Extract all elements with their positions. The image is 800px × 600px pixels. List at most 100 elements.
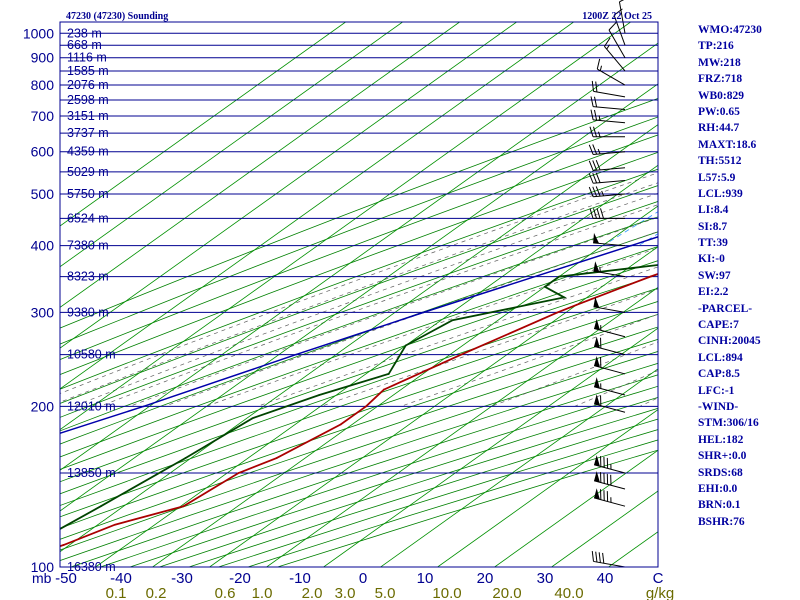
wind-barb-staff [593,167,626,171]
index-entry: SI:8.7 [698,220,728,233]
wind-barb-feather [588,160,594,171]
dry-adiabat [60,231,658,445]
dry-adiabat [60,301,658,506]
height-label: 3151 m [67,109,109,123]
wind-barb-half-feather [598,131,601,137]
wind-barb [590,109,626,124]
index-entry: L57:5.9 [698,171,736,184]
wind-barb [588,159,626,171]
mixing-ratio-label: 0.6 [215,585,236,600]
wind-barb [591,551,626,568]
index-entry: MAXT:18.6 [698,138,757,151]
index-entry: WMO:47230 [698,24,762,36]
height-label: 668 m [67,38,102,52]
wind-barb-feather [608,22,617,31]
index-entry: -PARCEL- [698,302,753,315]
wind-barb [593,356,626,375]
height-label: 2598 m [67,93,109,107]
dry-adiabat [100,385,658,567]
temp-tick-label: 0 [359,570,367,587]
dry-adiabat [60,97,658,329]
wind-barb [589,126,625,138]
wind-barb-feather [595,551,598,563]
height-label: 1116 m [67,51,107,65]
wind-barb [608,22,626,58]
pressure-tick-label: 600 [31,144,55,160]
wind-barb-staff [613,14,626,46]
mixing-ratio-label: 2.0 [302,585,323,600]
wind-barb-feather [590,96,594,107]
moist-adiabat [99,204,658,407]
pressure-tick-label: 400 [31,238,55,254]
pressure-unit-label: mb [32,570,52,586]
station-title: 47230 (47230) Sounding [66,11,168,22]
wind-barb [593,488,626,507]
index-entry: PW:0.65 [698,105,740,118]
dewpoint-trace-point [100,505,102,508]
height-label: 5029 m [67,165,109,179]
wind-barb [593,471,626,490]
isotherm-line [494,449,658,567]
wind-barb [591,80,626,98]
wind-barb-half-feather [598,115,601,121]
wind-barb [588,186,626,198]
wind-barb-staff [593,193,626,198]
wind-barb-staff [618,1,626,34]
index-entry: EI:2.2 [698,286,729,299]
index-entry: CINH:20045 [698,335,761,348]
temp-tick-label: C [653,570,664,587]
dry-adiabat [60,116,658,345]
height-label: 9380 m [67,305,109,319]
dry-adiabat [60,216,658,432]
wind-barb-feather [593,126,597,137]
wind-barb [593,318,626,338]
dry-adiabat [60,168,658,390]
mixing-ratio-label: 0.2 [146,585,167,600]
index-entry: RH:44.7 [698,122,740,135]
wind-barb-staff [593,151,626,155]
isotherm-line [60,22,574,390]
index-entry: TH:5512 [698,155,742,168]
wind-barb-feather [595,81,598,93]
wind-barb [593,455,626,474]
temperature-trace-point [365,405,368,408]
wind-barb-feather [592,173,598,184]
wind-barb [593,394,626,413]
index-entry: WB0:829 [698,89,744,102]
height-label: 2076 m [67,78,109,92]
wind-barb-staff [604,46,626,72]
wind-barb-feather [588,144,594,155]
dry-adiabat [60,287,658,495]
mixing-ratio-label: 1.0 [252,585,273,600]
dewpoint-trace-point [387,373,390,375]
moist-adiabat [164,231,658,407]
wind-barb-feather [588,186,594,197]
temp-tick-label: -10 [289,570,311,587]
moist-adiabat [257,266,658,407]
pressure-tick-label: 1000 [23,25,54,41]
wind-barb [593,336,626,356]
pressure-tick-label: 100 [31,559,55,575]
moist-adiabat [206,247,658,407]
wind-barb-staff [593,345,626,356]
isotherm-line [60,124,658,553]
isotherm-line [60,42,658,471]
wind-barb-half-feather [601,190,605,197]
wind-barb-staff [608,29,626,58]
height-label: 1585 m [67,64,109,78]
pressure-tick-label: 200 [31,398,55,414]
wind-barb-flag [594,356,600,368]
isotherm-line [60,83,658,512]
temp-tick-label: -20 [229,570,251,587]
index-entry: -WIND- [698,400,739,413]
wind-barb-flag [594,377,600,389]
parcel-trace [60,236,658,435]
wind-barb-half-feather [597,148,601,155]
temperature-trace-point [113,523,116,526]
sounding-time: 1200Z 22 Oct 25 [582,11,652,22]
wind-barb-half-feather [599,267,601,273]
wind-barb-feather [595,172,601,183]
pressure-tick-label: 700 [31,108,55,124]
dewpoint-trace [60,264,658,530]
